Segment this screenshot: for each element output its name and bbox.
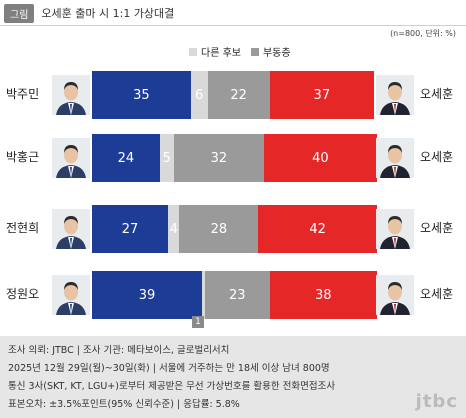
bar-segment-undecided: 23 [204,271,270,319]
footer-line-4: 표본오차: ±3.5%포인트(95% 신뢰수준) | 응답률: 5.8% [8,399,240,410]
legend-label-undecided: 부동층 [262,48,291,59]
footer-line-3: 통신 3사(SKT, KT, LGU+)로부터 제공받은 무선 가상번호를 활용… [8,381,336,392]
bar-segment-left: 24 [92,134,160,182]
header-divider [0,25,466,26]
data-label: 39 [138,287,156,303]
legend-swatch-undecided [250,47,259,56]
candidate-name: 전현희 [6,221,40,235]
candidate-photo [52,138,90,178]
legend-label-other: 다른 후보 [201,48,241,59]
data-label: 5 [162,150,171,166]
footer-line-2: 2025년 12월 29일(월)~30일(화) | 서울에 거주하는 만 18세… [8,363,330,374]
opponent-name: 오세훈 [420,87,454,101]
bar-segment-right: 37 [269,71,374,119]
legend-item-other: 다른 후보 [189,44,241,59]
data-label: 40 [312,150,329,166]
chart-row: 박홍근 24 5 32 40 오세훈 [0,134,466,182]
bar-segment-other [201,271,205,319]
chart-row: 전현희 27 4 28 42 오세훈 [0,205,466,253]
opponent-photo [376,138,414,178]
candidate-name: 정원오 [6,287,40,301]
opponent-name: 오세훈 [420,150,454,164]
opponent-photo [376,75,414,115]
candidate-name: 박주민 [6,87,40,101]
legend-item-undecided: 부동층 [250,44,291,59]
opponent-name: 오세훈 [420,287,454,301]
data-label: 6 [195,87,204,103]
data-label: 37 [313,87,331,103]
other-value-label: 1 [192,316,204,328]
bar-segment-left: 35 [92,71,191,119]
data-label: 28 [210,221,228,237]
bar-segment-right: 40 [264,134,377,182]
figure-tag: 그림 [4,3,35,23]
legend-swatch-other [189,47,197,56]
bar-segment-undecided: 32 [173,134,264,182]
footer-line-1: 조사 의뢰: JTBC | 조사 기관: 메타보이스, 글로벌리서치 [8,345,230,356]
matchup-chart: 박주민 35 6 22 37 오세훈 박홍근 24 5 32 40 [0,71,466,319]
bar-segment-other: 5 [159,134,174,182]
bar-segment-undecided: 28 [179,205,259,253]
bar-segment-right: 42 [258,205,377,253]
bar-segment-left: 39 [92,271,202,319]
candidate-photo [52,75,90,115]
bar-segment-undecided: 22 [207,71,270,119]
data-label: 23 [228,287,246,303]
opponent-photo [376,275,414,315]
data-label: 4 [169,221,178,237]
data-label: 38 [314,287,332,303]
candidate-photo [52,209,90,249]
candidate-photo [52,275,90,315]
opponent-photo [376,209,414,249]
bar-segment-other: 6 [190,71,208,119]
data-label: 24 [117,150,135,166]
bar-segment-other: 4 [168,205,180,253]
data-label: 32 [210,150,228,166]
chart-row: 박주민 35 6 22 37 오세훈 [0,71,466,119]
chart-row: 정원오 39 23 38 오세훈 [0,271,466,319]
data-label: 42 [309,221,326,237]
figure-title: 오세훈 출마 시 1:1 가상대결 [41,7,175,20]
survey-footer: 조사 의뢰: JTBC | 조사 기관: 메타보이스, 글로벌리서치 2025년… [0,336,466,418]
bar-segment-right: 38 [269,271,377,319]
sample-note: (n=800, 단위: %) [390,29,456,38]
legend: 다른 후보 부동층 [189,44,301,59]
data-label: 27 [121,221,139,237]
jtbc-logo: jtbc [415,391,458,412]
opponent-name: 오세훈 [420,221,454,235]
figure-header: 그림 오세훈 출마 시 1:1 가상대결 [4,3,174,23]
data-label: 35 [133,87,150,103]
data-label: 22 [230,87,247,103]
bar-segment-left: 27 [92,205,169,253]
candidate-name: 박홍근 [6,150,40,164]
